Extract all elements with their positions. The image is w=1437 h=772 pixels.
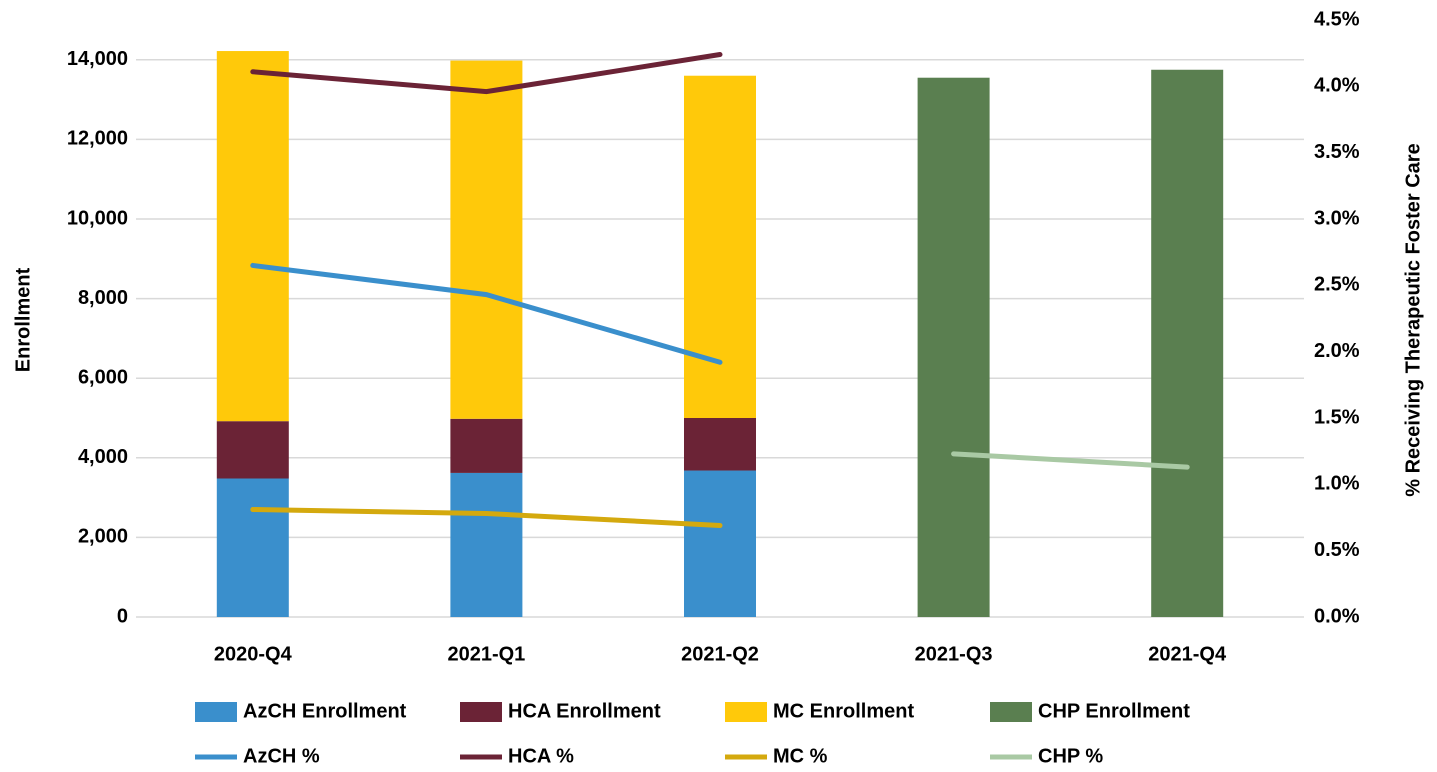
bar — [450, 60, 523, 419]
legend-label: HCA % — [508, 745, 574, 767]
legend-label: HCA Enrollment — [508, 700, 661, 722]
legend-label: AzCH % — [243, 745, 320, 767]
y2-tick-label: 1.5% — [1314, 406, 1360, 428]
y2-tick-label: 0.5% — [1314, 539, 1360, 561]
y2-tick-label: 4.5% — [1314, 8, 1360, 30]
y-tick-label: 2,000 — [78, 526, 128, 548]
legend-swatch — [460, 702, 502, 722]
y2-tick-label: 4.0% — [1314, 75, 1360, 97]
bar — [684, 75, 756, 418]
legend-swatch — [195, 702, 237, 722]
bar — [450, 418, 523, 473]
line — [951, 451, 1190, 470]
line — [250, 51, 723, 95]
bar — [684, 470, 756, 617]
bar — [216, 478, 289, 617]
legend-swatch — [990, 702, 1032, 722]
y2-tick-label: 2.5% — [1314, 274, 1360, 296]
legend-label: AzCH Enrollment — [243, 700, 407, 722]
bar — [216, 421, 289, 479]
x-tick-label: 2021-Q4 — [1148, 643, 1227, 665]
y2-axis-title: % Receiving Therapeutic Foster Care — [1402, 143, 1424, 496]
bar — [1151, 69, 1224, 617]
legend-label: CHP % — [1038, 745, 1103, 767]
bar — [917, 77, 990, 617]
line — [250, 507, 723, 528]
y-tick-label: 8,000 — [78, 287, 128, 309]
line — [250, 262, 723, 365]
x-tick-label: 2021-Q2 — [681, 643, 759, 665]
y2-tick-label: 3.5% — [1314, 141, 1360, 163]
bar — [450, 472, 523, 617]
y2-tick-label: 3.0% — [1314, 207, 1360, 229]
y-tick-label: 14,000 — [67, 48, 128, 70]
bar — [684, 418, 756, 471]
legend-label: MC Enrollment — [773, 700, 914, 722]
y-axis-title: Enrollment — [12, 267, 34, 372]
y-tick-label: 0 — [117, 605, 128, 627]
x-tick-label: 2021-Q1 — [447, 643, 525, 665]
y-tick-label: 12,000 — [67, 128, 128, 150]
y2-tick-label: 1.0% — [1314, 473, 1360, 495]
legend-label: MC % — [773, 745, 828, 767]
legend-swatch — [725, 702, 767, 722]
y-tick-label: 10,000 — [67, 207, 128, 229]
x-tick-label: 2020-Q4 — [214, 643, 293, 665]
x-tick-label: 2021-Q3 — [915, 643, 993, 665]
bar — [216, 51, 289, 422]
legend-label: CHP Enrollment — [1038, 700, 1190, 722]
y-tick-label: 4,000 — [78, 446, 128, 468]
y-tick-label: 6,000 — [78, 366, 128, 388]
y2-tick-label: 0.0% — [1314, 605, 1360, 627]
y2-tick-label: 2.0% — [1314, 340, 1360, 362]
